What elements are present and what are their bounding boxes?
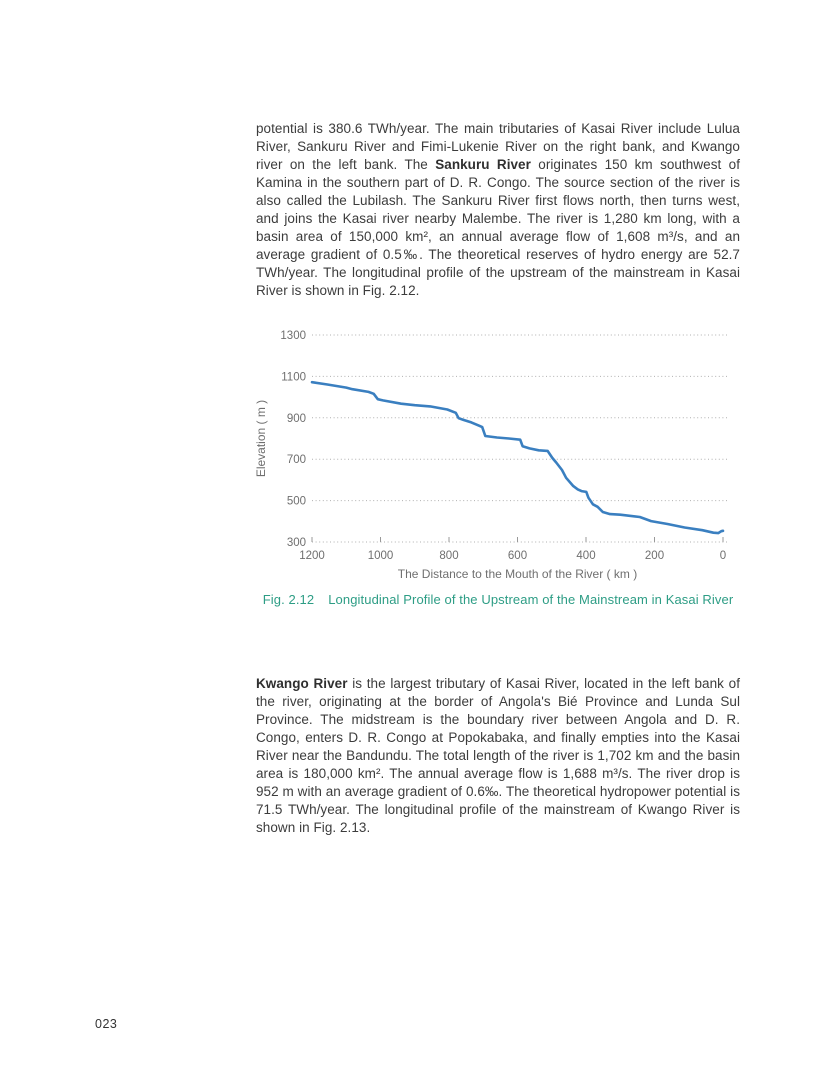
paragraph-kwango-post: is the largest tributary of Kasai River,… (256, 675, 740, 835)
kwango-river-bold: Kwango River (256, 675, 348, 691)
x-tick-label-0: 0 (720, 550, 726, 562)
x-tick-label-600: 600 (508, 550, 527, 562)
y-tick-label-900: 900 (287, 413, 306, 425)
x-tick-label-800: 800 (439, 550, 458, 562)
figure-caption-label: Fig. 2.12 (262, 592, 315, 607)
x-axis-title: The Distance to the Mouth of the River (… (398, 567, 637, 581)
figure-caption: Fig. 2.12 Longitudinal Profile of the Ups… (256, 592, 740, 607)
paragraph-sankuru-post: originates 150 km southwest of Kamina in… (256, 156, 740, 298)
paragraph-sankuru-river: potential is 380.6 TWh/year. The main tr… (256, 120, 740, 300)
x-tick-label-1000: 1000 (368, 550, 394, 562)
sankuru-river-bold: Sankuru River (435, 156, 531, 172)
figure-2-12: 300 500 700 900 1100 1300 1200 1000 800 600 400 200… (254, 322, 747, 588)
paragraph-kwango-river: Kwango River is the largest tributary of… (256, 675, 740, 837)
y-tick-label-500: 500 (287, 496, 306, 508)
x-tick-label-400: 400 (576, 550, 595, 562)
y-tick-label-1100: 1100 (281, 371, 306, 383)
y-tick-label-700: 700 (287, 454, 306, 466)
paragraph-sankuru-pre: potential is 380.6 TWh/year. The main tr… (256, 120, 740, 172)
river-profile-line (310, 380, 725, 535)
figure-caption-text: Longitudinal Profile of the Upstream of … (328, 592, 734, 607)
y-tick-label-1300: 1300 (280, 330, 306, 342)
x-tick-label-200: 200 (645, 550, 664, 562)
elevation-profile-chart: 300 500 700 900 1100 1300 1200 1000 800 600 400 200… (254, 330, 729, 581)
x-tick-label-1200: 1200 (299, 550, 325, 562)
y-tick-label-300: 300 (287, 537, 306, 549)
y-axis-title: Elevation ( m ) (255, 400, 268, 477)
page-number: 023 (95, 1017, 118, 1031)
